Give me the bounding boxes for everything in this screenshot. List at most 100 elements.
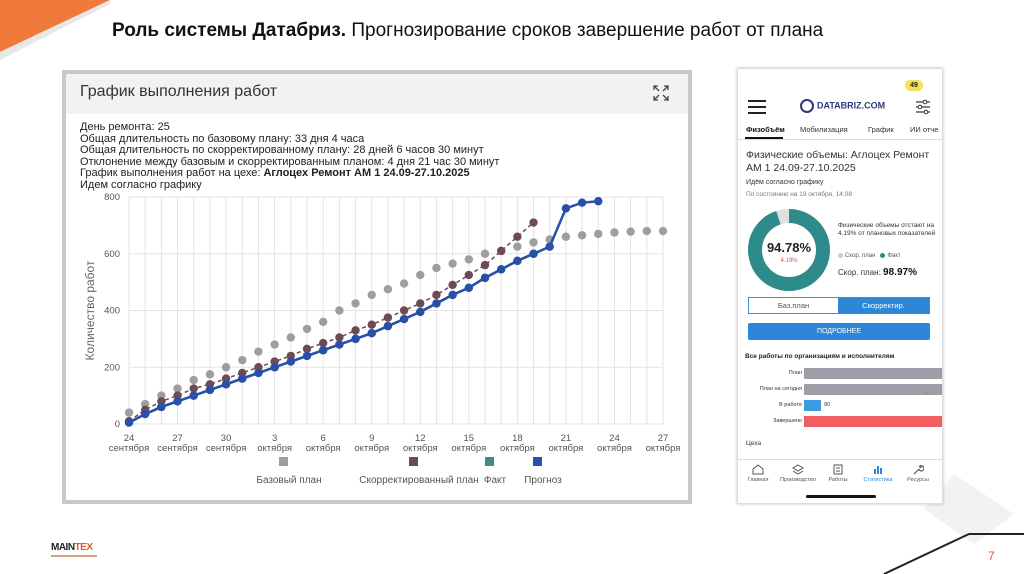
x-tick-month: октября	[451, 443, 486, 454]
legend-label: Факт	[484, 475, 507, 486]
nav-production[interactable]: Производство	[780, 464, 816, 483]
data-point	[335, 333, 344, 342]
details-button[interactable]: ПОДРОБНЕЕ	[748, 323, 930, 340]
toggle-base-plan[interactable]: Баз.план	[777, 301, 810, 310]
donut-sub: 4.19%	[780, 258, 798, 264]
nav-works[interactable]: Работы	[820, 464, 856, 483]
x-tick-label: 18	[512, 433, 523, 444]
schedule-info: День ремонта: 25 Общая длительность по б…	[80, 121, 500, 191]
nav-production-label: Производство	[780, 477, 816, 483]
info-line-5-prefix: График выполнения работ на цехе:	[80, 167, 264, 179]
data-point	[189, 375, 198, 385]
legend-plan: Скор. план	[845, 253, 876, 260]
databriz-logo: DATABRIZ.COM	[800, 99, 885, 113]
data-point	[432, 299, 441, 308]
bottom-nav: Главная Производство Работы Статистика Р…	[738, 459, 942, 494]
data-point	[577, 231, 587, 240]
tab-fizobem[interactable]: Физобъём	[746, 125, 785, 134]
logo-main: MAIN	[51, 542, 75, 553]
data-point	[254, 347, 263, 356]
data-point	[270, 340, 279, 349]
legend-swatch	[485, 457, 494, 466]
slide-title-bold: Роль системы Датабриз.	[112, 20, 347, 41]
legend-fact: Факт	[887, 253, 901, 260]
menu-icon[interactable]	[748, 100, 766, 114]
data-point	[351, 299, 360, 308]
skor-label: Скор. план:	[838, 268, 881, 277]
bar-label: В работе	[779, 402, 802, 408]
data-point	[318, 317, 328, 327]
nav-resources[interactable]: Ресурсы	[900, 464, 936, 483]
x-tick-month: октября	[549, 443, 584, 454]
nav-statistics[interactable]: Статистика	[860, 464, 896, 483]
legend-dot-plan	[838, 253, 843, 258]
progress-donut: 94.78% 4.19%	[748, 209, 830, 291]
chevron-down-icon[interactable]: ⌄	[924, 387, 931, 396]
bar	[804, 384, 942, 395]
x-tick-month: сентября	[206, 443, 247, 454]
bar-row: План на сегодня654	[738, 384, 942, 396]
toggle-corrected-plan[interactable]: Скорректир.	[838, 298, 929, 313]
data-point	[464, 255, 474, 264]
data-point	[302, 344, 312, 354]
data-point	[173, 397, 182, 406]
data-point	[529, 238, 538, 247]
bar-row: Завершено650	[738, 416, 942, 428]
data-point	[286, 357, 296, 366]
bar-label: План	[788, 370, 802, 376]
nav-home[interactable]: Главная	[740, 464, 776, 483]
plan-toggle: Баз.план Скорректир.	[748, 297, 930, 314]
nav-statistics-label: Статистика	[863, 477, 893, 483]
data-point	[238, 374, 247, 383]
info-line-1: День ремонта: 25	[80, 121, 170, 133]
x-tick-label: 3	[272, 433, 277, 444]
bar-label: Завершено	[773, 418, 802, 424]
data-point	[335, 306, 344, 315]
tab-mobilizatsiya[interactable]: Мобилизация	[800, 125, 848, 134]
data-point	[351, 334, 360, 344]
bar	[804, 416, 942, 427]
donut-legend: Скор. план Факт	[838, 253, 901, 259]
y-tick-label: 800	[104, 192, 120, 203]
data-point	[561, 204, 571, 213]
data-point	[416, 307, 425, 317]
expand-icon[interactable]	[652, 84, 670, 102]
data-point	[658, 226, 668, 236]
filter-icon[interactable]	[915, 99, 931, 115]
tab-grafik[interactable]: График	[868, 125, 894, 134]
x-tick-label: 24	[124, 433, 135, 444]
data-point	[529, 249, 538, 258]
info-line-6: Идем согласно графику	[80, 178, 202, 191]
y-tick-label: 600	[104, 249, 120, 260]
data-point	[464, 270, 474, 280]
data-point	[642, 226, 652, 236]
x-tick-month: октября	[306, 443, 341, 454]
x-tick-month: сентября	[109, 443, 150, 454]
y-axis-label: Количество работ	[83, 260, 97, 360]
data-point	[286, 333, 296, 342]
logo-text: DATABRIZ.COM	[817, 100, 886, 111]
x-tick-month: октября	[597, 443, 632, 454]
info-line-4: Отклонение между базовым и скорректирова…	[80, 155, 500, 168]
home-icon	[752, 464, 764, 475]
slide-title: Роль системы Датабриз. Прогнозирование с…	[112, 20, 823, 42]
data-point	[545, 242, 554, 251]
nav-works-label: Работы	[828, 477, 848, 483]
logo-mark-icon	[800, 99, 814, 113]
legend-label: Прогноз	[524, 475, 562, 486]
info-line-5: График выполнения работ на цехе: Аглоцех…	[80, 167, 499, 180]
bar-row: В работе 80	[738, 400, 942, 412]
legend-label: Скорректированный план	[359, 475, 478, 486]
phone-mockup: 49 DATABRIZ.COM Физобъём Мобилизация Гра…	[737, 68, 943, 504]
tab-ii-otchet[interactable]: ИИ отче	[910, 125, 939, 134]
data-point	[513, 256, 522, 266]
data-point	[221, 363, 231, 372]
data-point	[383, 285, 393, 294]
donut-value: 94.78%	[767, 240, 812, 255]
data-point	[448, 280, 457, 290]
legend-swatch	[279, 457, 288, 466]
data-point	[124, 408, 134, 417]
phone-tabs: Физобъём Мобилизация График ИИ отче	[738, 121, 942, 140]
data-point	[173, 384, 182, 393]
legend-swatch	[409, 457, 418, 466]
